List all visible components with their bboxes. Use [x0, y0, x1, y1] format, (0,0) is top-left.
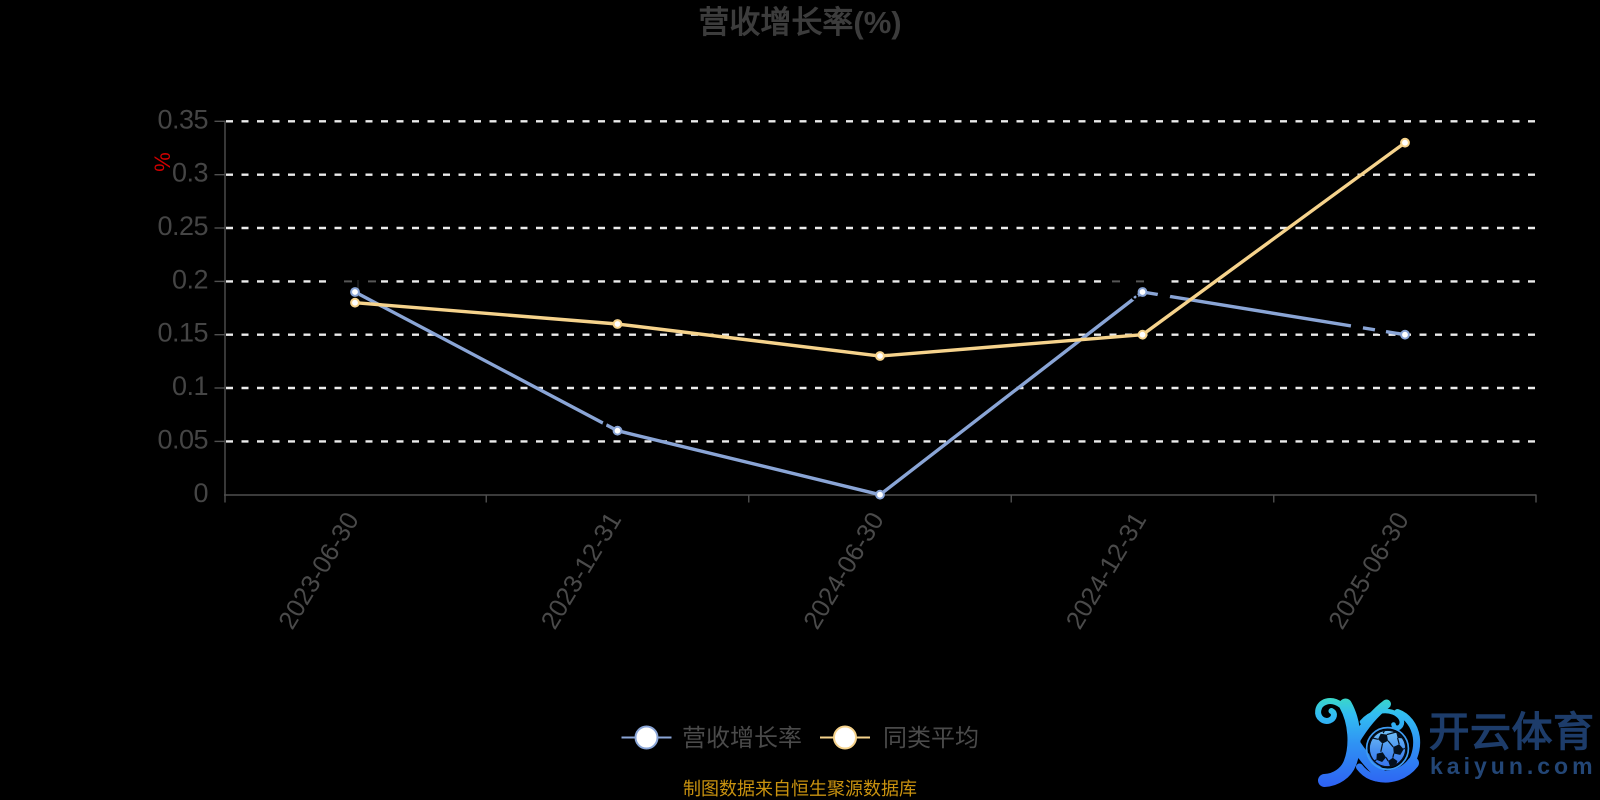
svg-text:营收增长率: 营收增长率: [682, 725, 802, 752]
svg-text:2024-12-31: 2024-12-31: [1061, 508, 1152, 634]
svg-text:0: 0: [193, 478, 208, 508]
svg-text:开云体育: 开云体育: [1429, 709, 1595, 755]
svg-text:0.25: 0.25: [157, 211, 208, 241]
svg-text:0.35: 0.35: [157, 104, 208, 134]
svg-text:制图数据来自恒生聚源数据库: 制图数据来自恒生聚源数据库: [683, 779, 917, 799]
svg-text:同类平均: 同类平均: [883, 725, 979, 752]
svg-text:2023-12-31: 2023-12-31: [536, 508, 627, 634]
svg-text:%: %: [150, 152, 175, 172]
svg-text:2025-06-30: 2025-06-30: [1323, 508, 1414, 634]
svg-text:0.05: 0.05: [157, 424, 208, 454]
svg-text:2023-06-30: 2023-06-30: [273, 508, 364, 634]
svg-text:2024-06-30: 2024-06-30: [798, 508, 889, 634]
svg-text:营收增长率(%): 营收增长率(%): [698, 5, 901, 40]
svg-text:0.15: 0.15: [157, 318, 208, 348]
svg-text:0.2: 0.2: [172, 264, 208, 294]
svg-text:0.1: 0.1: [172, 371, 208, 401]
svg-text:kaiyun.com: kaiyun.com: [1430, 753, 1597, 779]
svg-text:0.3: 0.3: [172, 158, 208, 188]
